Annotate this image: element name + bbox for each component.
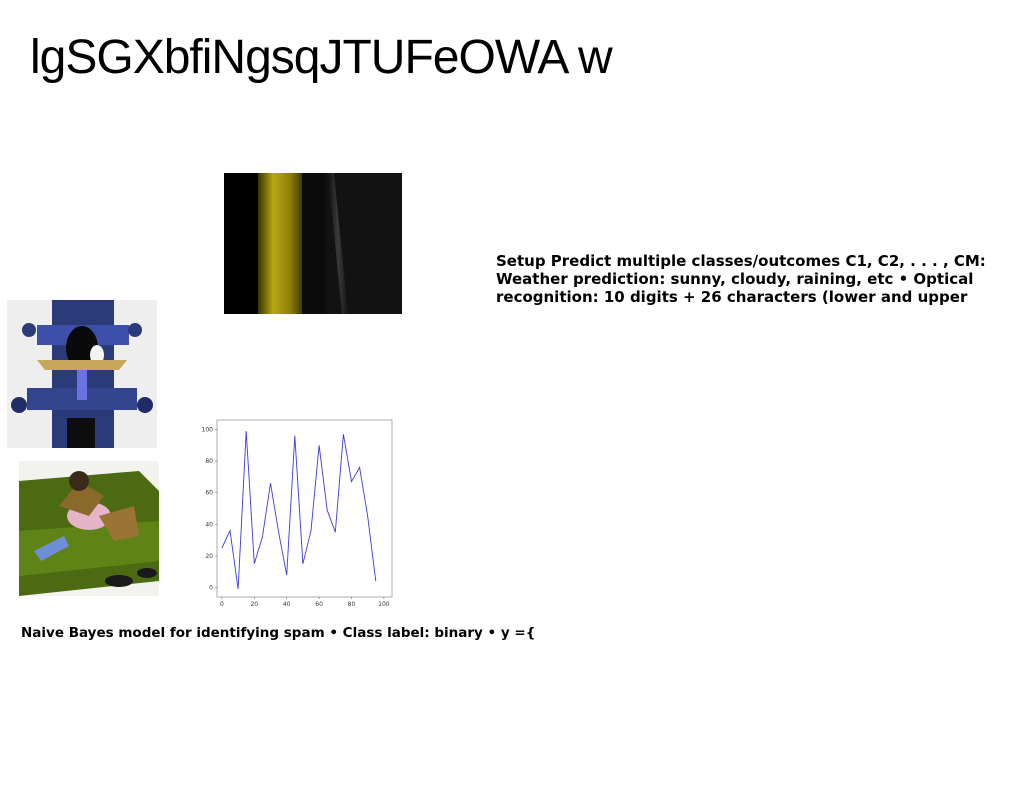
x-tick-label: 80 — [348, 601, 356, 608]
stripe-photo — [224, 173, 402, 314]
y-tick-label: 60 — [205, 490, 213, 497]
tower-illustration — [7, 300, 157, 448]
x-tick-label: 20 — [250, 601, 258, 608]
y-tick-label: 0 — [209, 585, 213, 592]
line-chart: 0 20 40 60 80 100 0 20 40 60 80 100 — [200, 417, 396, 611]
y-tick-label: 40 — [205, 521, 213, 528]
setup-text: Setup Predict multiple classes/outcomes … — [496, 252, 986, 306]
y-tick-label: 20 — [205, 553, 213, 560]
x-tick-label: 0 — [220, 601, 224, 608]
y-tick-label: 80 — [205, 458, 213, 465]
x-tick-label: 100 — [378, 601, 390, 608]
x-tick-label: 60 — [315, 601, 323, 608]
y-tick-label: 100 — [202, 426, 214, 433]
series-line — [221, 431, 377, 590]
plot-frame — [216, 419, 393, 598]
slide-title: lgSGXbfiNgsqJTUFeOWA w — [30, 31, 613, 84]
sofa-illustration — [19, 461, 159, 596]
x-tick-label: 40 — [283, 601, 291, 608]
caption-text: Naive Bayes model for identifying spam •… — [21, 625, 536, 641]
